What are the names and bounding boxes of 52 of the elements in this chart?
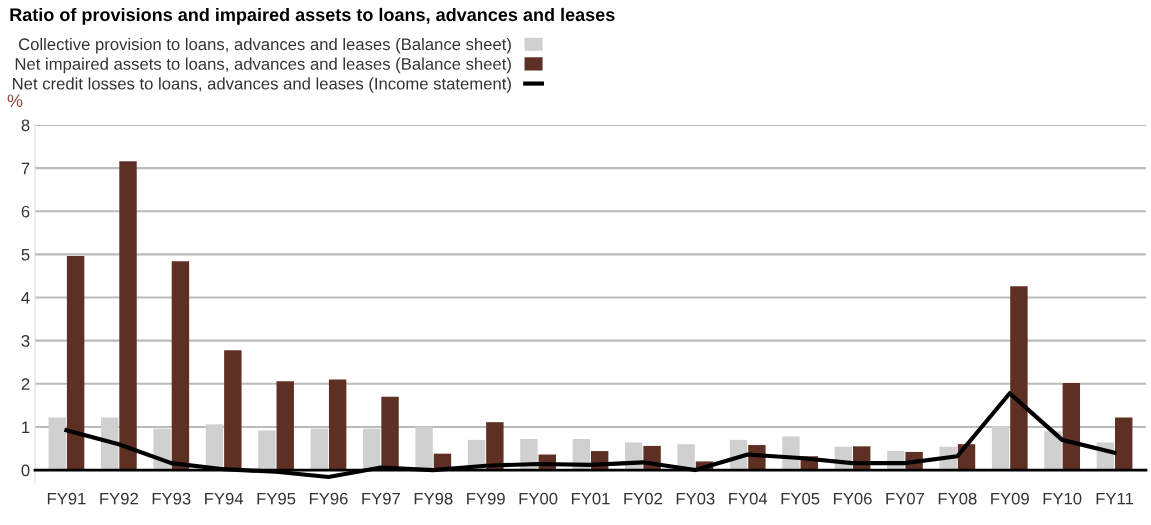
x-tick-label: FY91 (47, 492, 86, 505)
legend-label: Collective provision to loans, advances and leases (Balance sheet) (18, 37, 511, 54)
x-tick-label: FY08 (938, 492, 977, 505)
bar (362, 428, 381, 471)
chart-title: Ratio of provisions and impaired assets to loans, advances and leases (10, 7, 615, 25)
x-tick-label: FY01 (571, 492, 610, 505)
y-tick-label: 7 (21, 162, 30, 175)
legend-label: Net impaired assets to loans, advances and leases (Balance sheet) (15, 57, 511, 74)
y-tick-label: 1 (22, 421, 30, 433)
y-tick-label: 3 (21, 335, 30, 347)
bar (1044, 431, 1062, 471)
bar (328, 379, 347, 471)
y-tick-label: 2 (21, 378, 30, 390)
x-tick-label: FY96 (309, 492, 348, 505)
bar (1115, 417, 1133, 471)
bar (258, 430, 276, 471)
y-tick-label: 5 (21, 248, 30, 261)
x-tick-label: FY04 (729, 492, 768, 505)
y-tick-label: 6 (21, 205, 30, 218)
y-tick-label: 0 (21, 464, 30, 477)
bar (486, 422, 504, 471)
x-tick-label: FY97 (362, 492, 400, 505)
bar (1010, 286, 1028, 471)
x-tick-label: FY02 (624, 492, 662, 505)
y-axis-title: % (7, 94, 23, 108)
x-tick-label: FY03 (676, 492, 715, 505)
x-tick-label: FY00 (519, 492, 558, 505)
y-tick-label: 4 (21, 292, 30, 304)
x-tick-label: FY10 (1043, 492, 1082, 505)
x-tick-label: FY95 (257, 492, 296, 505)
bar (991, 426, 1010, 471)
legend-label: Net credit losses to loans, advances and leases (Income statement) (13, 77, 511, 93)
bar (224, 350, 242, 471)
x-tick-label: FY09 (991, 492, 1029, 505)
bar (310, 428, 329, 471)
bar (1062, 382, 1081, 471)
x-tick-label: FY94 (205, 492, 244, 505)
x-tick-label: FY07 (886, 492, 925, 505)
x-tick-label: FY11 (1096, 492, 1134, 505)
bar (276, 381, 294, 471)
x-tick-label: FY92 (100, 492, 138, 505)
x-tick-label: FY05 (781, 492, 820, 505)
bar (415, 426, 433, 471)
bar (119, 161, 137, 471)
x-tick-label: FY93 (152, 492, 191, 505)
x-tick-label: FY98 (414, 492, 453, 505)
x-tick-label: FY99 (467, 492, 505, 505)
bar (48, 417, 66, 471)
bar (66, 256, 85, 471)
bar (171, 261, 190, 471)
y-tick-label: 8 (21, 119, 30, 132)
x-tick-label: FY06 (833, 492, 872, 505)
